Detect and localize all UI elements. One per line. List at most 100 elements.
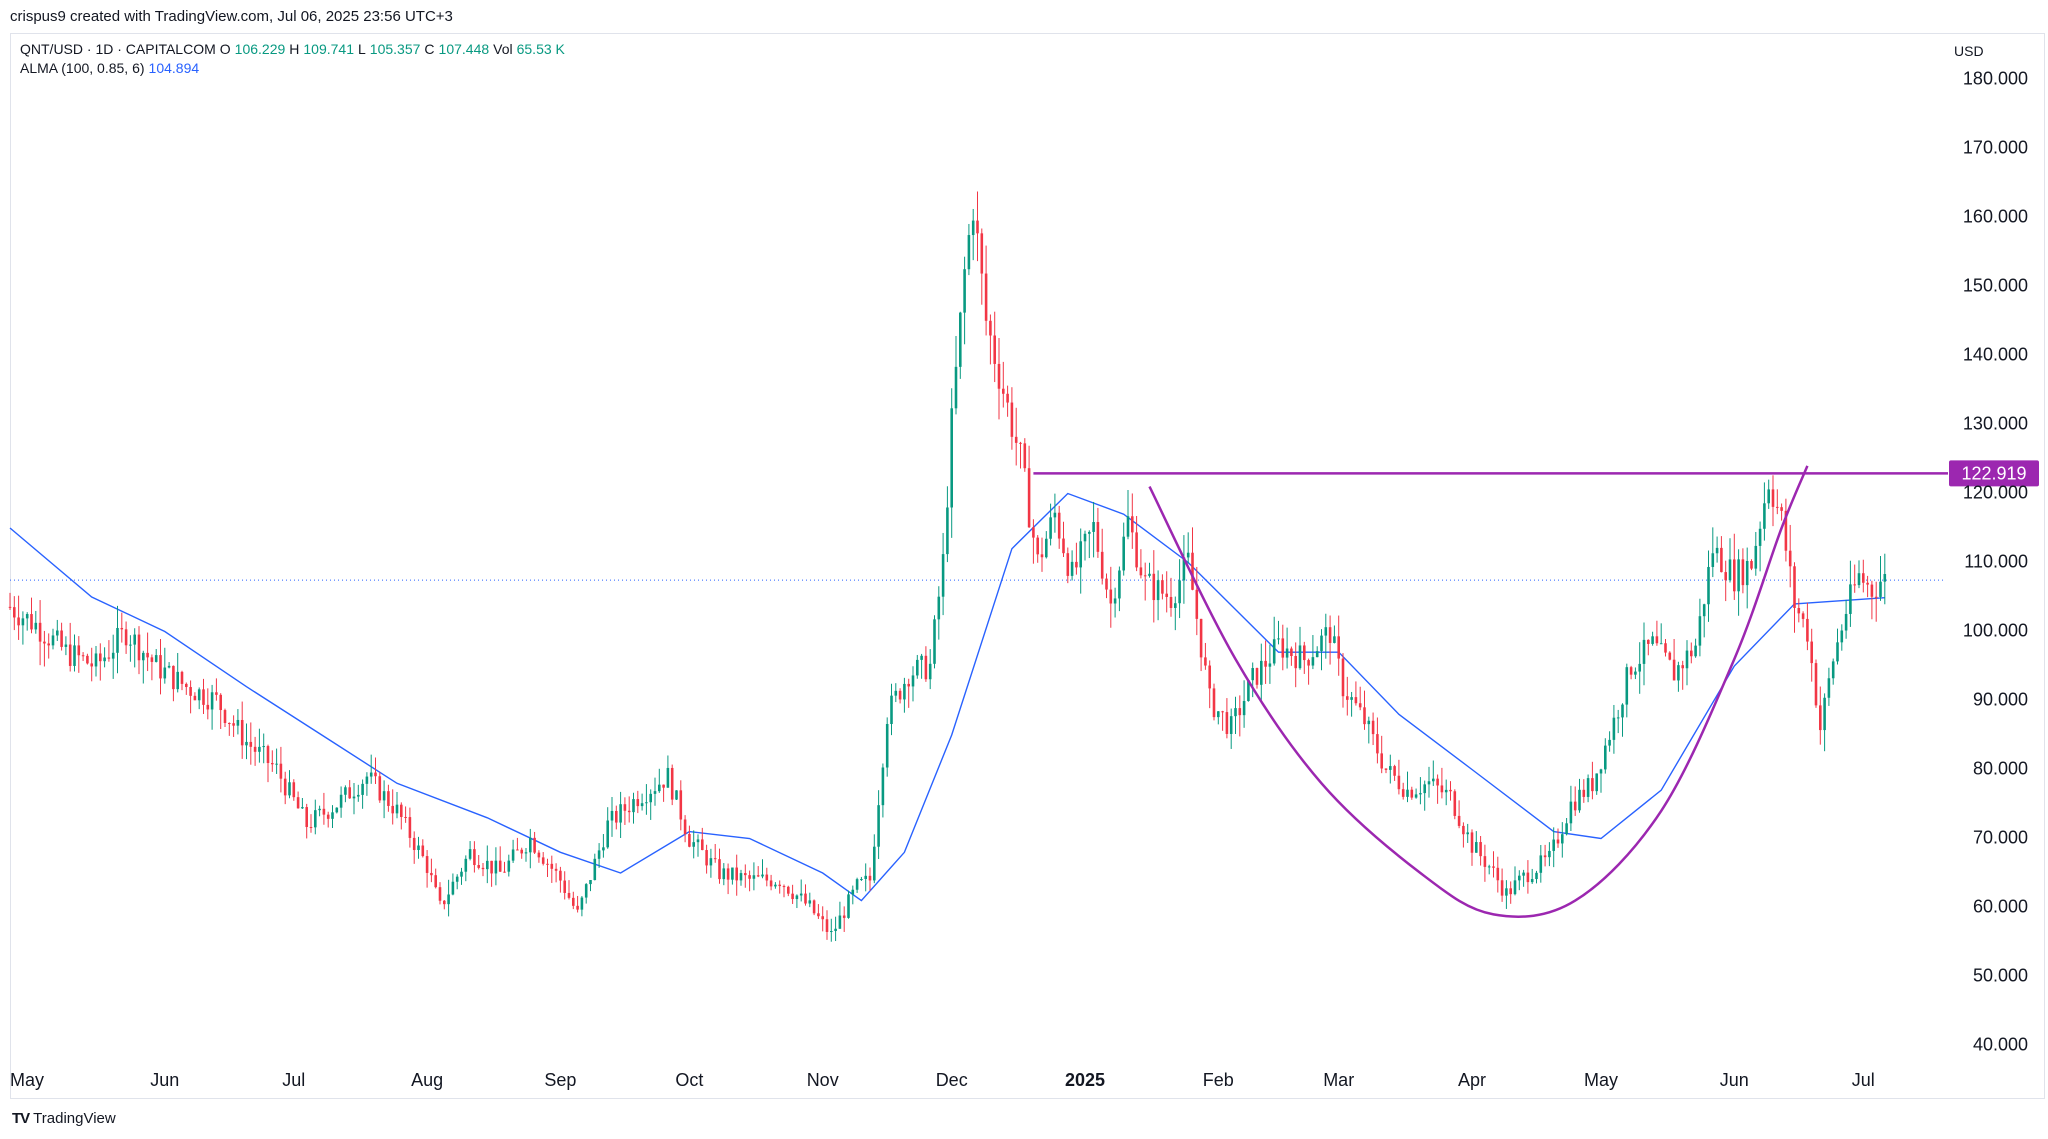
candle-body [1053,512,1057,518]
candle-body [236,719,240,726]
candle-body [1298,645,1302,669]
candle-body [1771,489,1775,507]
candle-body [907,683,910,687]
candle-body [1333,636,1336,643]
candle-body [223,710,227,724]
candle-body [1346,696,1349,700]
candle-body [318,808,321,811]
candle-body [309,827,313,829]
candle-body [210,692,214,710]
candle-body [1436,778,1439,786]
candle-body [787,886,790,894]
chart-credit: crispus9 created with TradingView.com, J… [10,8,453,25]
candle-body [1350,697,1353,700]
candle-body [430,872,433,876]
currency-label[interactable]: USD [1946,38,2026,64]
candle-body [1707,566,1710,605]
candle-body [653,791,657,794]
candle-body [584,884,588,898]
candle-body [688,834,691,847]
candle-body [1565,823,1568,835]
candle-body [219,694,222,711]
candle-body [1750,560,1753,569]
y-tick-label: 60.000 [1973,897,2028,917]
candle-body [941,554,945,597]
candle-body [1561,834,1564,844]
candle-body [559,870,562,881]
candle-body [1548,850,1551,858]
y-tick-label: 50.000 [1973,966,2028,986]
candle-body [1874,596,1878,598]
candle-body [860,878,863,880]
candle-body [683,819,687,835]
candle-body [529,837,532,853]
candle-body [137,634,141,661]
candle-body [38,622,42,642]
candle-body [950,408,953,508]
candle-body [391,805,394,814]
candle-body [142,652,145,661]
y-tick-label: 160.000 [1963,207,2028,227]
candle-body [1204,657,1207,666]
candle-body [1320,635,1323,652]
legend-symbol[interactable]: QNT/USD · 1D · CAPITALCOM [20,41,216,57]
candle-body [726,868,730,880]
candle-body [292,782,296,798]
y-tick-label: 90.000 [1973,690,2028,710]
candle-body [658,784,661,792]
candle-body [1049,517,1052,539]
candle-body [335,807,339,813]
candle-body [1255,668,1259,685]
candle-body [1840,630,1844,643]
candle-body [1229,716,1233,734]
candle-body [1668,652,1672,660]
legend-alma-label[interactable]: ALMA (100, 0.85, 6) [20,60,145,76]
candle-body [1483,856,1487,867]
legend-alma-value: 104.894 [148,60,200,76]
candle-body [1440,785,1444,793]
candle-body [1711,553,1715,567]
candle-body [1371,720,1375,735]
candle-body [1578,789,1581,811]
candle-body [1505,888,1508,896]
candle-body [1479,842,1482,857]
candle-body [1358,703,1362,708]
tradingview-brand[interactable]: TV TradingView [12,1110,116,1127]
candle-body [709,858,713,866]
candle-body [159,655,162,679]
candle-body [477,865,480,868]
candle-body [1247,680,1250,702]
candle-body [1423,784,1426,794]
candle-body [795,895,799,900]
candle-body [959,312,962,367]
candle-body [451,881,455,895]
y-tick-label: 150.000 [1963,276,2028,296]
candle-body [1518,875,1521,881]
candle-body [1088,531,1091,534]
legend-close-label: C [424,41,435,57]
candle-body [150,657,154,662]
candle-body [769,880,773,887]
candle-body [1496,867,1500,881]
candle-body [1376,734,1379,754]
candle-body [279,763,283,779]
candle-body [193,695,197,701]
candle-body [1010,402,1014,437]
resistance-label-box [1949,460,2039,487]
candle-body [993,335,996,364]
candle-body [593,858,597,881]
candle-body [34,622,38,630]
candle-body [1152,573,1156,601]
candle-body [576,905,579,910]
candle-body [185,683,188,688]
candle-body [1677,665,1680,681]
candle-body [1126,516,1130,537]
candle-body [692,842,695,847]
candle-body [1109,589,1113,604]
candle-body [1156,580,1160,601]
candle-body [1096,522,1100,552]
candle-body [1457,815,1461,826]
candle-body [881,767,885,806]
y-tick-label: 70.000 [1973,828,2028,848]
